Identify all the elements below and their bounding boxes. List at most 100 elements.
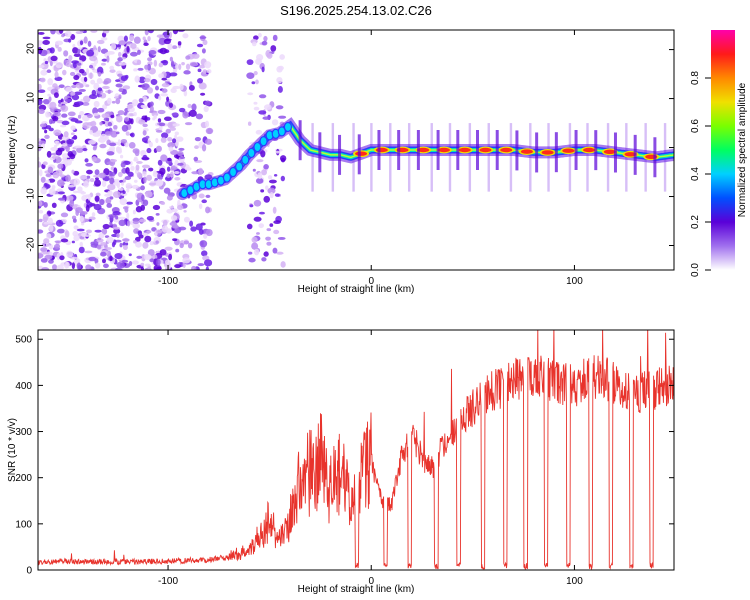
noise-blob <box>55 148 63 156</box>
noise-blob <box>101 113 110 119</box>
figure-title: S196.2025.254.13.02.C26 <box>280 3 432 18</box>
noise-blob <box>156 34 165 38</box>
noise-blob <box>172 30 179 35</box>
noise-blob <box>102 223 110 230</box>
noise-blob <box>130 43 137 49</box>
noise-blob <box>118 40 127 46</box>
noise-blob <box>132 220 140 225</box>
noise-blob <box>192 53 200 59</box>
noise-blob <box>189 220 194 227</box>
noise-blob <box>71 136 78 140</box>
noise-blob <box>148 167 154 172</box>
noise-blob <box>201 48 206 54</box>
noise-blob <box>39 123 47 128</box>
noise-blob <box>274 193 280 197</box>
noise-blob <box>177 162 184 166</box>
noise-blob <box>185 63 191 70</box>
noise-blob <box>132 222 140 229</box>
noise-blob <box>94 179 102 187</box>
noise-blob <box>42 36 51 40</box>
noise-blob <box>48 127 54 132</box>
noise-blob <box>42 40 50 46</box>
noise-blob <box>94 195 100 202</box>
ridge-peak <box>603 149 616 155</box>
noise-blob <box>93 49 99 57</box>
noise-blob <box>172 238 178 242</box>
noise-blob <box>170 215 178 221</box>
noise-blob <box>64 230 70 238</box>
noise-blob <box>89 178 95 183</box>
noise-blob <box>142 105 148 109</box>
noise-blob <box>280 261 286 268</box>
noise-blob <box>58 103 63 108</box>
noise-blob <box>71 215 77 220</box>
noise-blob <box>77 114 82 119</box>
noise-blob <box>157 159 163 166</box>
noise-blob <box>178 107 186 113</box>
noise-blob <box>265 185 269 191</box>
noise-blob <box>126 41 131 45</box>
noise-blob <box>94 169 100 176</box>
noise-blob <box>263 104 272 110</box>
noise-blob <box>246 223 253 230</box>
noise-blob <box>64 30 72 38</box>
noise-blob <box>130 165 135 171</box>
noise-blob <box>178 63 182 70</box>
noise-blob <box>122 238 130 242</box>
noise-blob <box>176 204 184 210</box>
noise-blob <box>122 244 128 251</box>
noise-blob <box>47 78 54 86</box>
noise-blob <box>177 150 184 156</box>
noise-blob <box>258 94 267 99</box>
noise-blob <box>73 170 80 176</box>
noise-blob <box>96 77 103 84</box>
noise-blob <box>79 215 84 222</box>
noise-blob <box>133 111 137 117</box>
noise-blob <box>99 143 107 149</box>
noise-blob <box>158 37 167 45</box>
noise-blob <box>88 219 92 222</box>
noise-blob <box>198 82 207 90</box>
noise-blob <box>165 38 172 42</box>
snr-x-tick-label: -100 <box>158 576 178 587</box>
noise-blob <box>177 41 182 46</box>
noise-blob <box>138 76 146 84</box>
noise-blob <box>73 190 78 194</box>
noise-blob <box>185 55 191 60</box>
noise-blob <box>71 240 75 244</box>
noise-blob <box>117 73 123 77</box>
noise-blob <box>106 55 110 63</box>
noise-blob <box>112 191 121 198</box>
noise-blob <box>271 119 279 126</box>
noise-blob <box>93 203 102 211</box>
noise-blob <box>175 63 179 70</box>
noise-blob <box>144 263 151 267</box>
noise-blob <box>117 171 123 178</box>
noise-blob <box>122 89 128 95</box>
noise-blob <box>44 183 48 187</box>
noise-blob <box>272 34 278 41</box>
noise-blob <box>202 69 207 74</box>
noise-blob <box>251 41 257 47</box>
noise-blob <box>70 132 75 136</box>
noise-blob <box>54 71 59 78</box>
ridge-blob <box>253 141 262 153</box>
noise-blob <box>174 176 181 181</box>
noise-blob <box>38 209 44 214</box>
noise-blob <box>116 181 121 189</box>
noise-blob <box>73 225 79 230</box>
noise-blob <box>138 119 146 125</box>
noise-blob <box>153 170 157 175</box>
noise-blob <box>196 43 204 48</box>
noise-blob <box>71 262 76 270</box>
noise-blob <box>277 237 286 240</box>
noise-blob <box>160 60 168 64</box>
noise-blob <box>106 97 112 105</box>
noise-blob <box>191 103 197 111</box>
noise-blob <box>76 190 85 194</box>
noise-blob <box>187 103 192 109</box>
noise-blob <box>134 75 140 83</box>
noise-blob <box>103 77 112 84</box>
noise-blob <box>125 131 130 136</box>
noise-blob <box>118 94 122 100</box>
